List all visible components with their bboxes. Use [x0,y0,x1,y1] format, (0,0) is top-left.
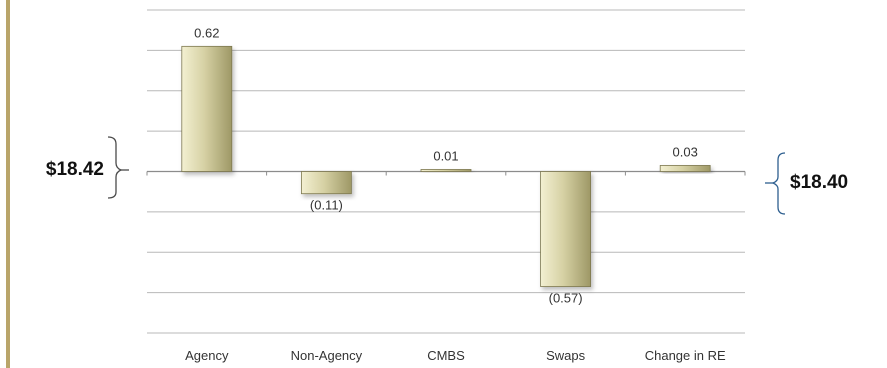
value-label: 0.01 [433,148,458,163]
value-label: (0.11) [310,198,343,213]
bar-non-agency [300,171,352,195]
left-brace-icon [107,136,123,199]
value-labels: 0.62 (0.11) 0.01 (0.57) 0.03 [194,25,698,305]
start-value-label: $18.42 [46,159,104,180]
bars [181,45,711,287]
category-label: Swaps [546,348,586,363]
end-value-bracket: $18.40 [765,152,848,215]
start-value-bracket: $18.42 [46,136,129,199]
value-label: 0.03 [673,144,698,159]
bar-swaps [540,171,591,287]
bar-cmbs [420,169,472,172]
category-label: Non-Agency [291,348,363,363]
value-label: (0.57) [549,291,583,306]
bar-change-in-re [659,165,711,172]
left-accent-rule [6,0,10,368]
end-value-label: $18.40 [790,172,848,193]
gridlines [147,9,745,334]
right-brace-icon [771,152,786,215]
zero-axis [146,170,746,176]
category-label: Agency [185,348,229,363]
category-label: CMBS [427,348,465,363]
category-tick-labels: Agency Non-Agency CMBS Swaps Change in RE [185,348,726,363]
value-label: 0.62 [194,25,219,40]
bar-agency [181,45,233,172]
category-label: Change in RE [645,348,726,363]
